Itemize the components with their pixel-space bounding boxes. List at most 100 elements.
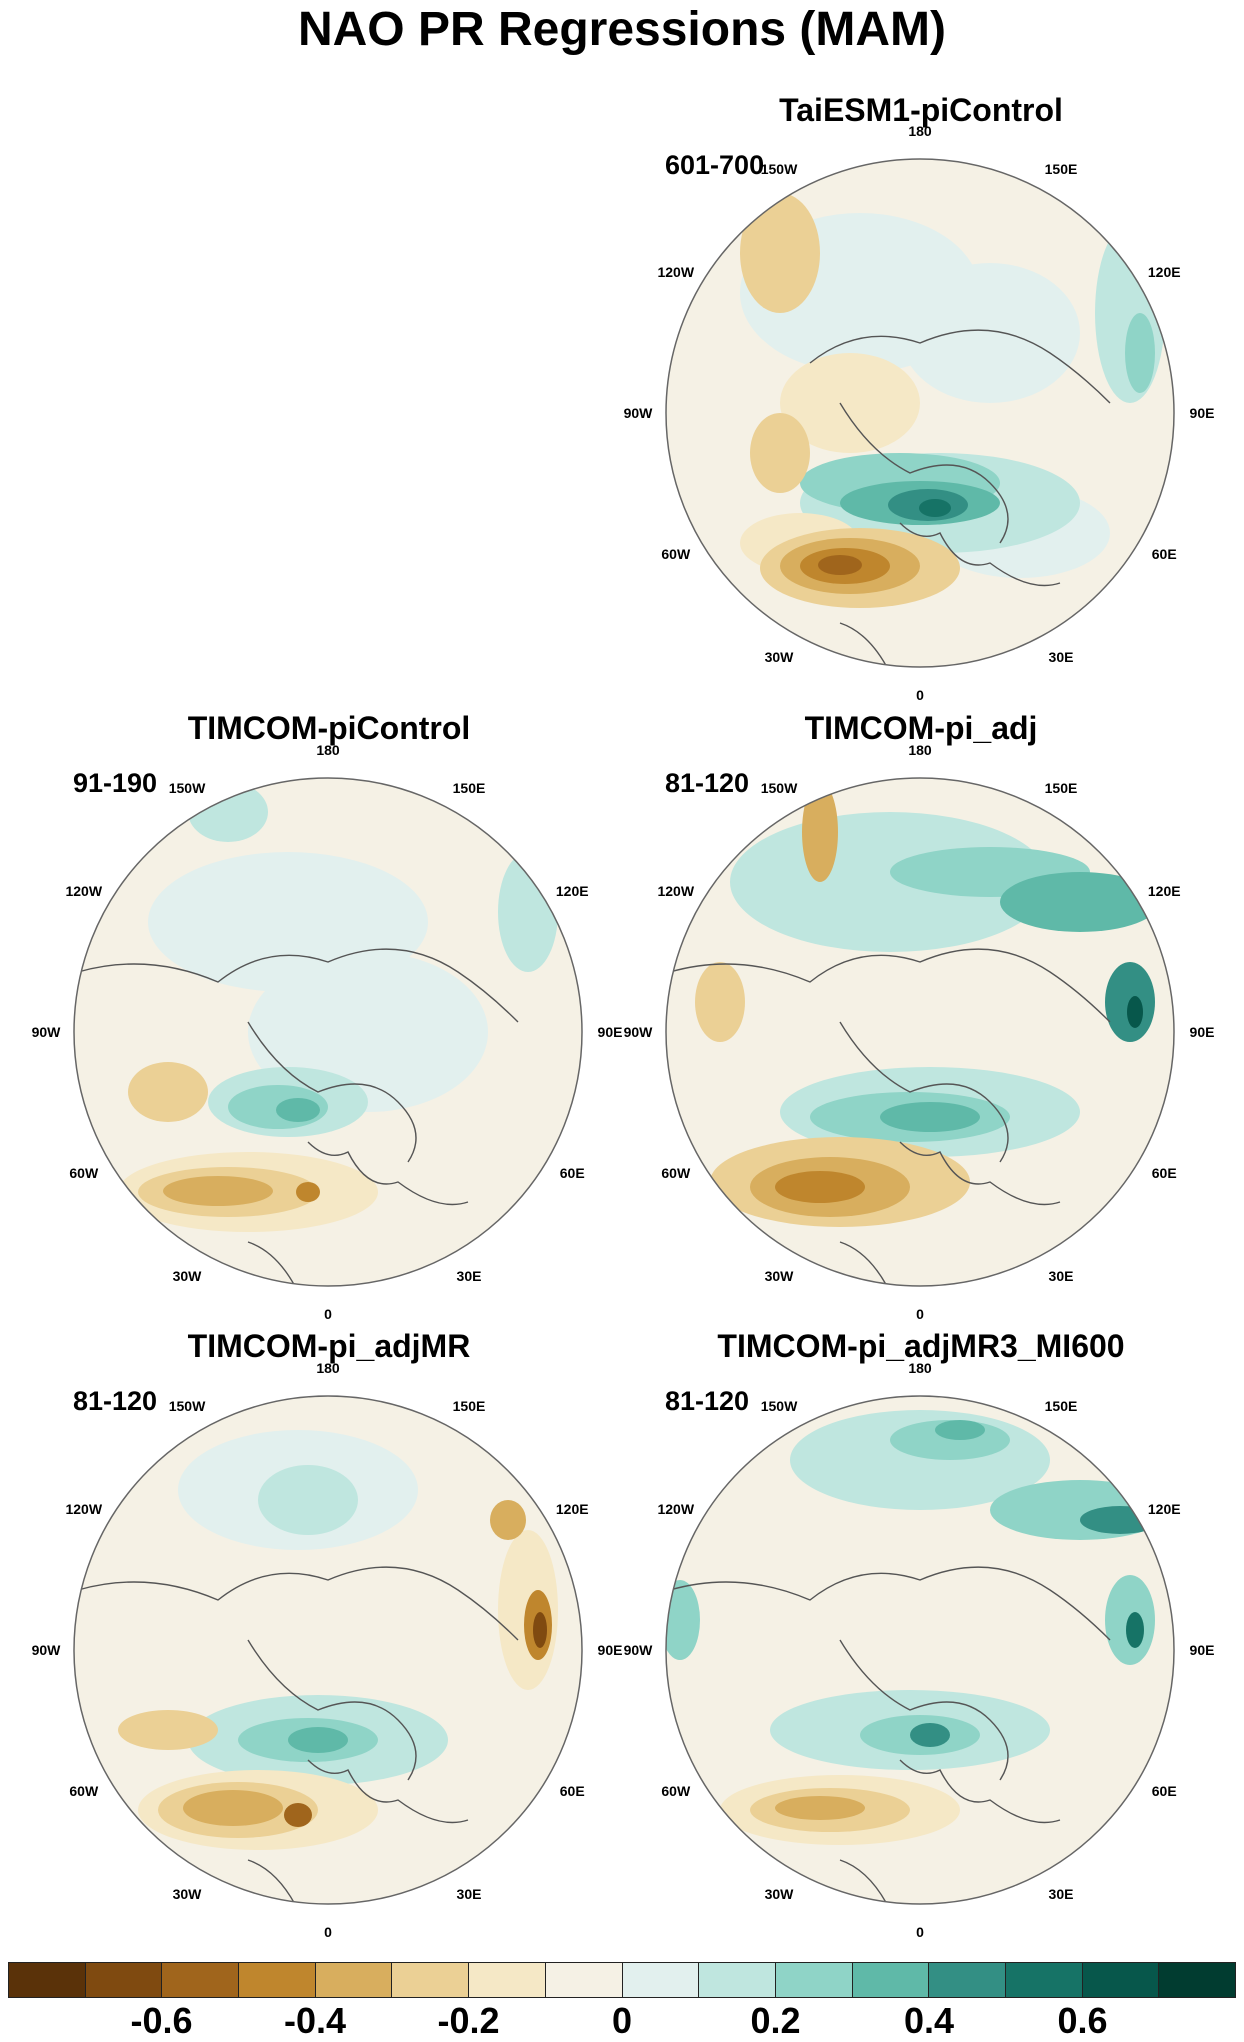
lon-label: 120E xyxy=(1147,264,1181,280)
lon-label: 30W xyxy=(764,1268,794,1285)
lon-label: 60W xyxy=(661,1783,691,1799)
lon-label: 30W xyxy=(764,1886,794,1903)
lon-label: 180 xyxy=(316,742,340,758)
lon-label: 90E xyxy=(1189,1024,1215,1040)
lon-label: 0 xyxy=(916,1306,924,1322)
colorbar xyxy=(8,1962,1236,1998)
colorbar-swatch xyxy=(392,1963,470,1997)
lon-label: 180 xyxy=(908,742,932,758)
lon-label: 60E xyxy=(559,1165,585,1181)
lon-label: 180 xyxy=(316,1360,340,1376)
lon-label: 150W xyxy=(168,779,206,796)
lon-label: 90E xyxy=(1189,1642,1215,1658)
lon-label: 30E xyxy=(1048,1886,1074,1903)
colorbar-tick-label: -0.4 xyxy=(283,2000,347,2041)
lon-label: 150E xyxy=(452,1397,486,1414)
colorbar-swatch xyxy=(85,1963,163,1997)
panel-period-timcom-pi-adjmr: 81-120 xyxy=(73,1386,158,1416)
lon-label: 60W xyxy=(661,1165,691,1181)
colorbar-swatch xyxy=(699,1963,776,1997)
lon-label: 90W xyxy=(31,1642,61,1658)
lon-label: 60E xyxy=(1151,1783,1177,1799)
lon-label: 30W xyxy=(172,1268,202,1285)
polar-map-timcom-picontrol xyxy=(73,777,583,1287)
lon-label: 90W xyxy=(623,405,653,421)
lon-label: 120E xyxy=(555,883,589,899)
lon-label: 90E xyxy=(597,1642,623,1658)
lon-label: 120E xyxy=(555,1501,589,1517)
panel-title-timcom-pi-adjmr: TIMCOM-pi_adjMR xyxy=(187,1328,471,1364)
colorbar-swatch xyxy=(929,1963,1006,1997)
colorbar-swatch xyxy=(162,1963,240,1997)
colorbar-tick-label: 0.2 xyxy=(750,2000,801,2041)
lon-label: 0 xyxy=(324,1306,332,1322)
lon-label: 90E xyxy=(597,1024,623,1040)
colorbar-tick-label: -0.6 xyxy=(130,2000,193,2041)
colorbar-swatch xyxy=(469,1963,546,1997)
lon-label: 0 xyxy=(324,1924,332,1940)
panel-title-timcom-picontrol: TIMCOM-piControl xyxy=(187,710,471,746)
colorbar-swatch xyxy=(9,1963,86,1997)
colorbar-swatch xyxy=(852,1963,930,1997)
lon-label: 150W xyxy=(760,1397,798,1414)
panel-period-timcom-pi-adjmr3-mi600: 81-120 xyxy=(665,1386,750,1416)
lon-label: 30E xyxy=(1048,1268,1074,1285)
polar-map-timcom-pi-adjmr3-mi600 xyxy=(665,1395,1175,1905)
panel-title-taiesm1: TaiESM1-piControl xyxy=(779,92,1063,128)
lon-label: 150W xyxy=(760,779,798,796)
colorbar-tick-label: 0.4 xyxy=(903,2000,955,2041)
lon-label: 150E xyxy=(1044,160,1078,177)
lon-label: 60W xyxy=(661,546,691,562)
lon-label: 120W xyxy=(657,883,695,899)
lon-label: 0 xyxy=(916,687,924,703)
polar-map-timcom-pi-adjmr xyxy=(73,1395,583,1905)
lon-label: 150E xyxy=(1044,1397,1078,1414)
lon-label: 30W xyxy=(764,649,794,666)
colorbar-tick-label: -0.2 xyxy=(437,2000,500,2041)
lon-label: 30E xyxy=(1048,649,1074,666)
lon-label: 180 xyxy=(908,1360,932,1376)
lon-label: 60E xyxy=(1151,546,1177,562)
figure-title: NAO PR Regressions (MAM) xyxy=(297,3,947,56)
colorbar-swatch xyxy=(1005,1963,1083,1997)
lon-label: 120W xyxy=(65,883,103,899)
panel-period-timcom-pi-adj: 81-120 xyxy=(665,768,750,798)
colorbar-swatch xyxy=(1159,1963,1235,1997)
lon-label: 60E xyxy=(1151,1165,1177,1181)
lon-label: 90W xyxy=(31,1024,61,1040)
polar-map-taiesm1 xyxy=(665,158,1175,668)
panel-title-timcom-pi-adjmr3-mi600: TIMCOM-pi_adjMR3_MI600 xyxy=(717,1328,1125,1364)
lon-label: 90W xyxy=(623,1642,653,1658)
colorbar-swatch xyxy=(545,1963,623,1997)
lon-label: 150W xyxy=(168,1397,206,1414)
lon-label: 60E xyxy=(559,1783,585,1799)
lon-label: 30E xyxy=(456,1886,482,1903)
panel-period-timcom-picontrol: 91-190 xyxy=(73,768,158,798)
lon-label: 120W xyxy=(65,1501,103,1517)
lon-label: 150E xyxy=(452,779,486,796)
panel-title-timcom-pi-adj: TIMCOM-pi_adj xyxy=(804,710,1038,746)
lon-label: 120W xyxy=(657,1501,695,1517)
colorbar-swatch xyxy=(1082,1963,1160,1997)
panel-period-taiesm1: 601-700 xyxy=(665,150,765,180)
colorbar-tick-label: 0 xyxy=(611,2000,633,2041)
lon-label: 120E xyxy=(1147,883,1181,899)
lon-label: 180 xyxy=(908,123,932,139)
colorbar-swatch xyxy=(239,1963,316,1997)
lon-label: 90E xyxy=(1189,405,1215,421)
lon-label: 30W xyxy=(172,1886,202,1903)
lon-label: 120E xyxy=(1147,1501,1181,1517)
lon-label: 60W xyxy=(69,1783,99,1799)
colorbar-swatch xyxy=(622,1963,700,1997)
lon-label: 60W xyxy=(69,1165,99,1181)
colorbar-swatch xyxy=(775,1963,853,1997)
lon-label: 30E xyxy=(456,1268,482,1285)
colorbar-swatch xyxy=(315,1963,393,1997)
lon-label: 150W xyxy=(760,160,798,177)
lon-label: 90W xyxy=(623,1024,653,1040)
lon-label: 120W xyxy=(657,264,695,280)
colorbar-tick-label: 0.6 xyxy=(1057,2000,1108,2041)
polar-map-timcom-pi-adj xyxy=(665,777,1175,1287)
lon-label: 0 xyxy=(916,1924,924,1940)
lon-label: 150E xyxy=(1044,779,1078,796)
